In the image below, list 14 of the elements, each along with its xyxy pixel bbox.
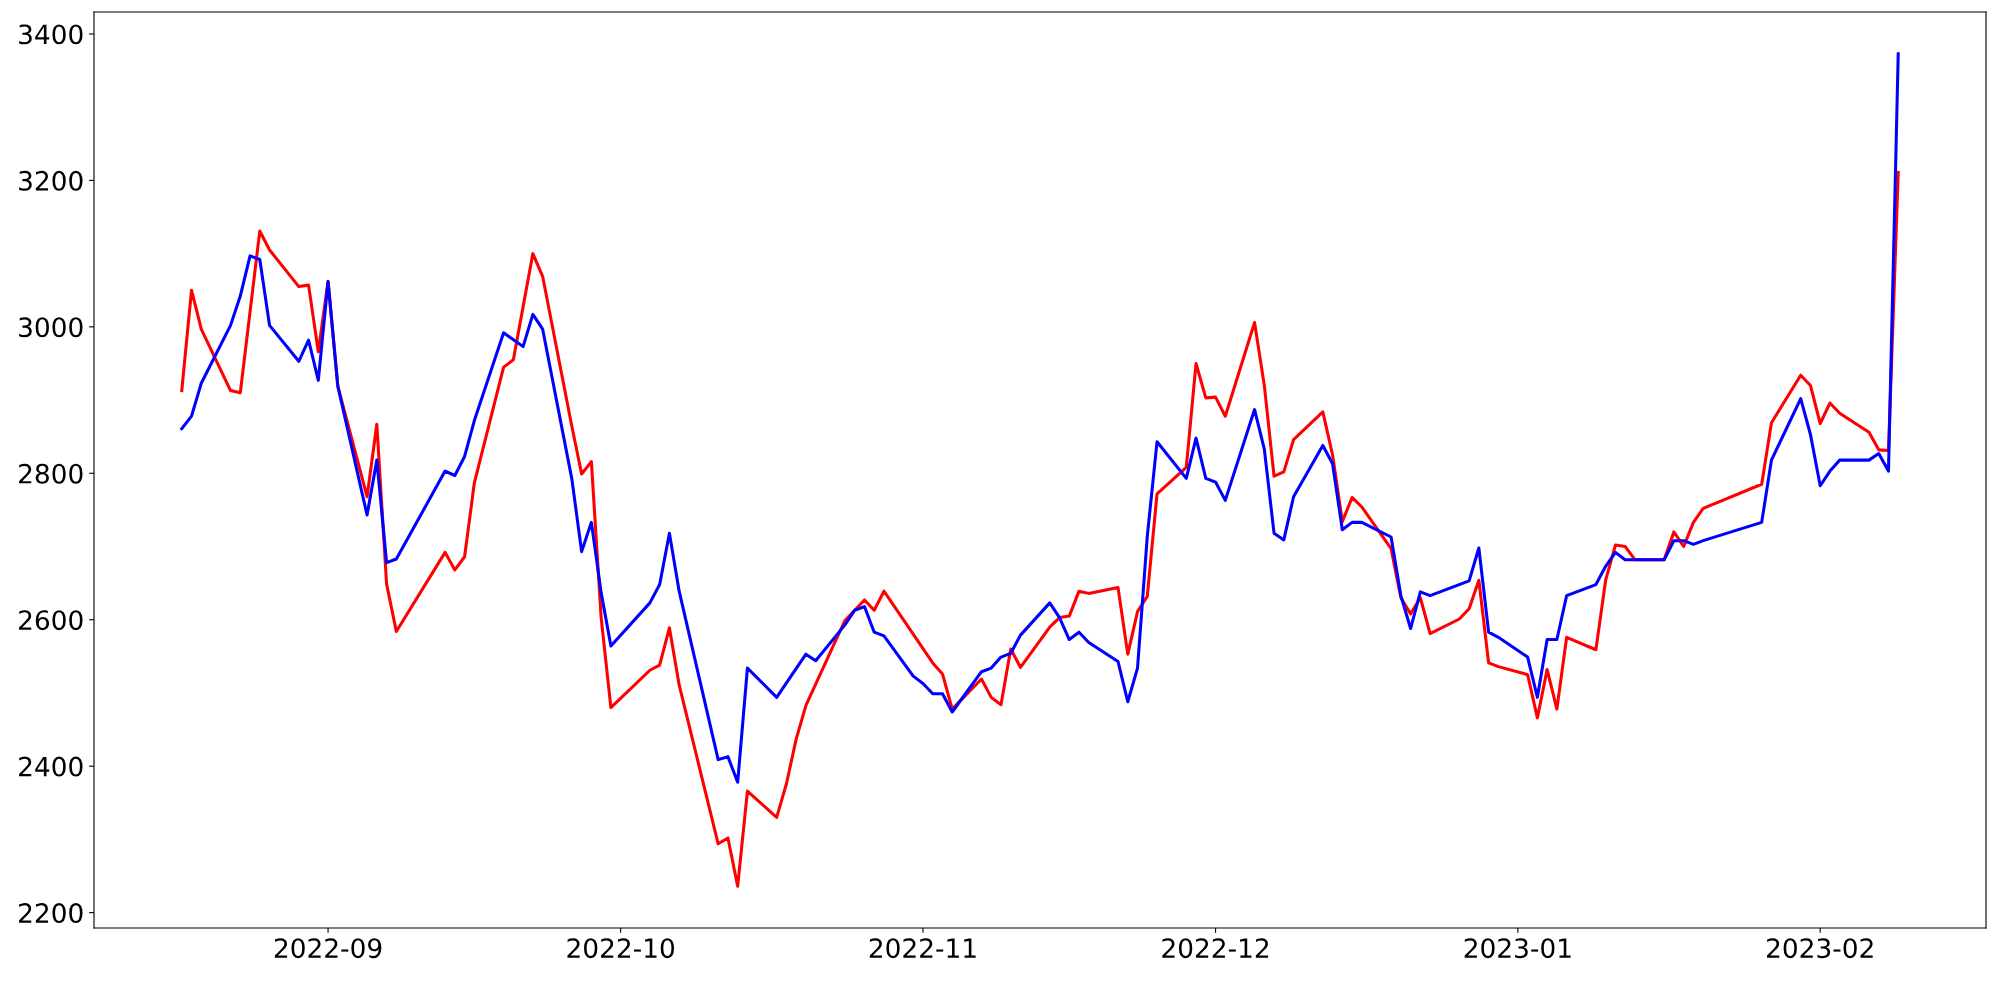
y-tick-label: 3400 bbox=[19, 24, 83, 45]
y-tick-label: 2600 bbox=[19, 610, 83, 631]
x-tick-label: 2022-09 bbox=[274, 938, 382, 959]
y-tick-label: 2200 bbox=[19, 903, 83, 924]
x-tick-label: 2023-01 bbox=[1464, 938, 1571, 959]
y-tick-label: 3000 bbox=[19, 317, 83, 338]
y-tick-label: 2800 bbox=[19, 463, 83, 484]
y-tick-label: 3200 bbox=[19, 170, 83, 191]
x-tick-label: 2022-11 bbox=[869, 938, 976, 959]
line-series bbox=[180, 52, 1900, 784]
x-tick-label: 2023-02 bbox=[1767, 938, 1873, 959]
x-tick-label: 2022-12 bbox=[1162, 938, 1269, 959]
y-tick-label: 2400 bbox=[19, 756, 83, 777]
x-tick-label: 2022-10 bbox=[567, 938, 675, 959]
